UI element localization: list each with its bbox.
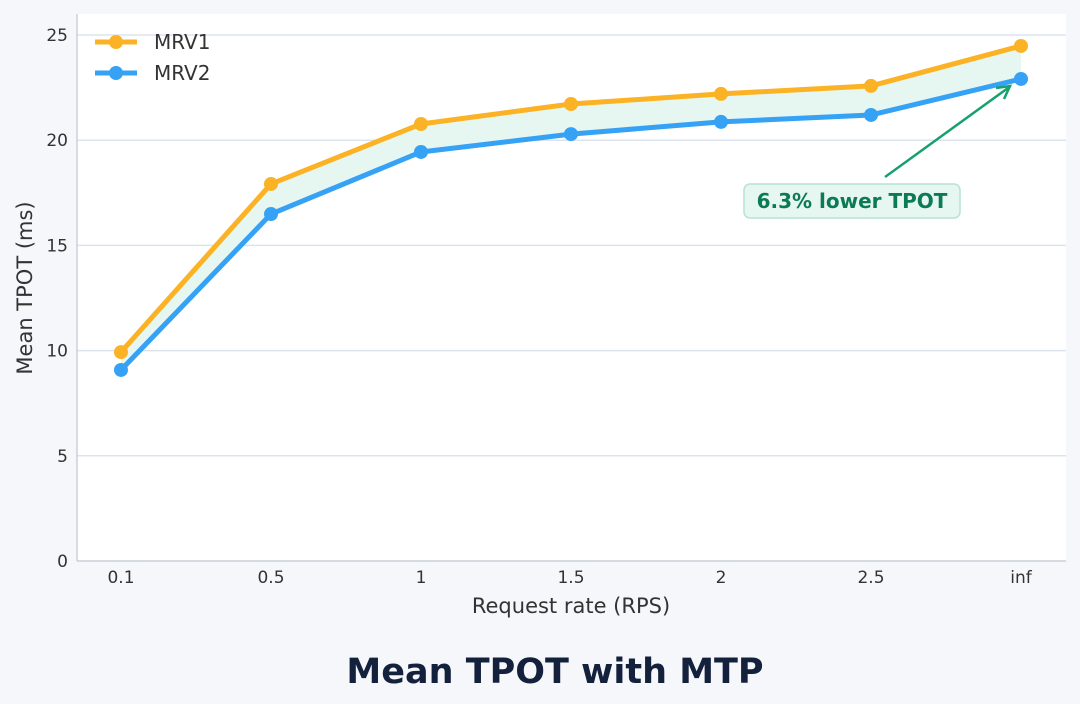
legend-marker-mrv2 bbox=[109, 66, 123, 80]
data-point-mrv2 bbox=[114, 362, 128, 377]
annotation-text: 6.3% lower TPOT bbox=[757, 189, 948, 213]
data-point-mrv1 bbox=[264, 176, 278, 191]
annotation-arrow bbox=[884, 86, 1009, 179]
y-tick-label: 15 bbox=[46, 236, 68, 256]
x-tick-label: 0.1 bbox=[107, 568, 134, 588]
y-tick-label: 25 bbox=[46, 26, 68, 46]
chart-title: Mean TPOT with MTP bbox=[346, 652, 763, 692]
x-tick-label: 1.5 bbox=[557, 568, 584, 588]
y-axis-label: Mean TPOT (ms) bbox=[13, 201, 37, 374]
annotation-box bbox=[743, 183, 961, 219]
y-tick-label: 0 bbox=[57, 552, 68, 572]
x-tick-label: 0.5 bbox=[257, 568, 284, 588]
annotation-arrowhead-icon bbox=[995, 84, 1013, 100]
y-tick-label: 10 bbox=[46, 342, 68, 362]
x-tick-label: inf bbox=[1010, 568, 1032, 588]
legend-marker-mrv1 bbox=[109, 35, 123, 49]
legend-label-mrv2: MRV2 bbox=[154, 61, 210, 85]
annotation: 6.3% lower TPOT bbox=[743, 84, 1013, 219]
data-point-mrv2 bbox=[414, 144, 428, 159]
y-tick-label: 20 bbox=[46, 131, 68, 151]
data-point-mrv2 bbox=[1014, 71, 1028, 86]
x-tick-label: 1 bbox=[416, 568, 427, 588]
data-point-mrv1 bbox=[714, 86, 728, 101]
legend: MRV1 MRV2 bbox=[95, 30, 210, 85]
data-point-mrv2 bbox=[564, 127, 578, 142]
x-tick-label: 2.5 bbox=[857, 568, 884, 588]
data-point-mrv1 bbox=[114, 345, 128, 360]
legend-label-mrv1: MRV1 bbox=[154, 30, 210, 54]
data-point-mrv2 bbox=[264, 207, 278, 222]
data-point-mrv1 bbox=[564, 97, 578, 112]
data-point-mrv1 bbox=[864, 78, 878, 93]
data-point-mrv2 bbox=[714, 114, 728, 129]
data-point-mrv1 bbox=[1014, 38, 1028, 53]
data-point-mrv1 bbox=[414, 116, 428, 131]
data-point-mrv2 bbox=[864, 107, 878, 122]
x-axis-label: Request rate (RPS) bbox=[472, 594, 670, 618]
y-tick-label: 5 bbox=[57, 447, 68, 467]
x-tick-label: 2 bbox=[716, 568, 727, 588]
